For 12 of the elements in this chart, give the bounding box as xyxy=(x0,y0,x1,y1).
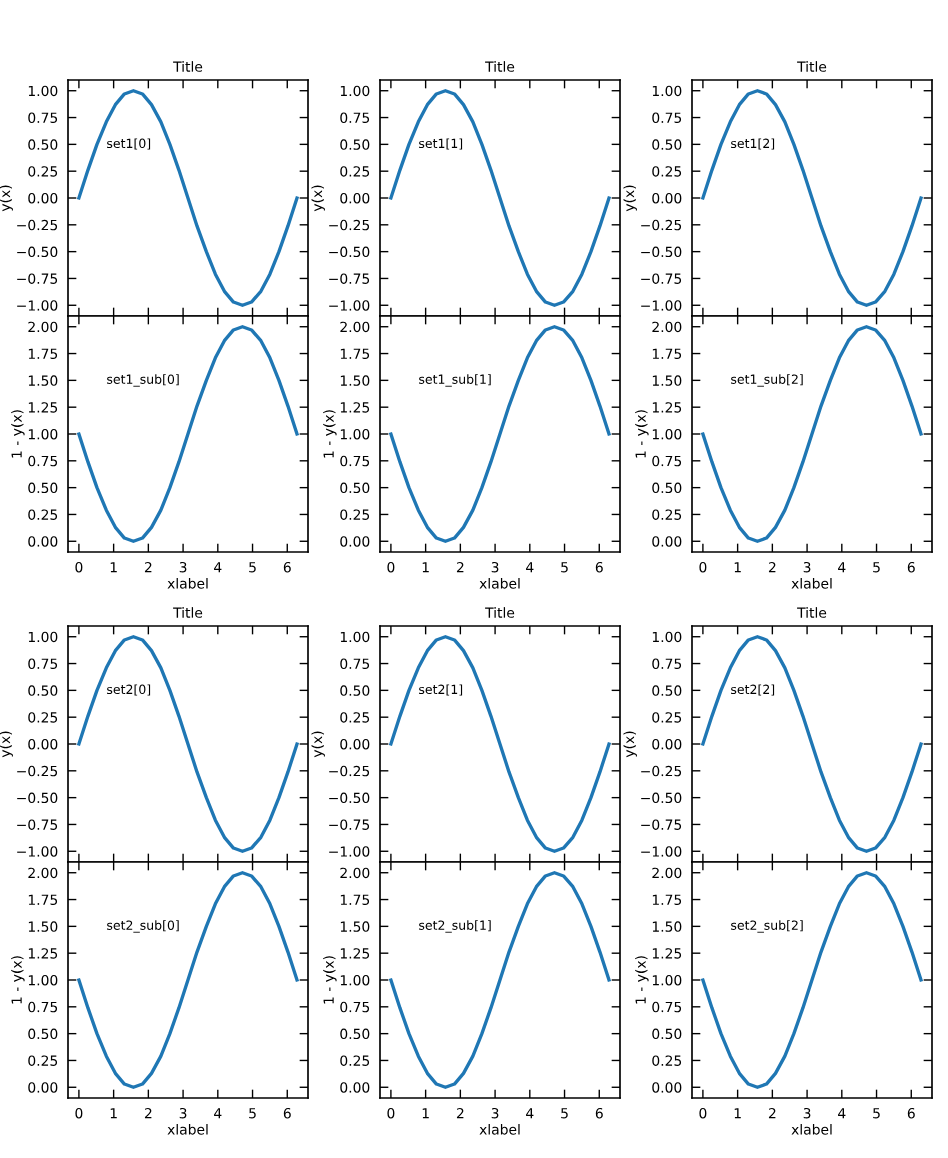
line-series xyxy=(77,635,299,853)
line-series xyxy=(77,325,299,543)
line-series xyxy=(77,871,299,1089)
line-series xyxy=(701,635,923,853)
line-series xyxy=(389,635,611,853)
line-series xyxy=(701,89,923,307)
line-series xyxy=(389,89,611,307)
line-series xyxy=(701,325,923,543)
line-series xyxy=(701,871,923,1089)
line-series xyxy=(77,89,299,307)
line-series xyxy=(389,871,611,1089)
line-series xyxy=(389,325,611,543)
